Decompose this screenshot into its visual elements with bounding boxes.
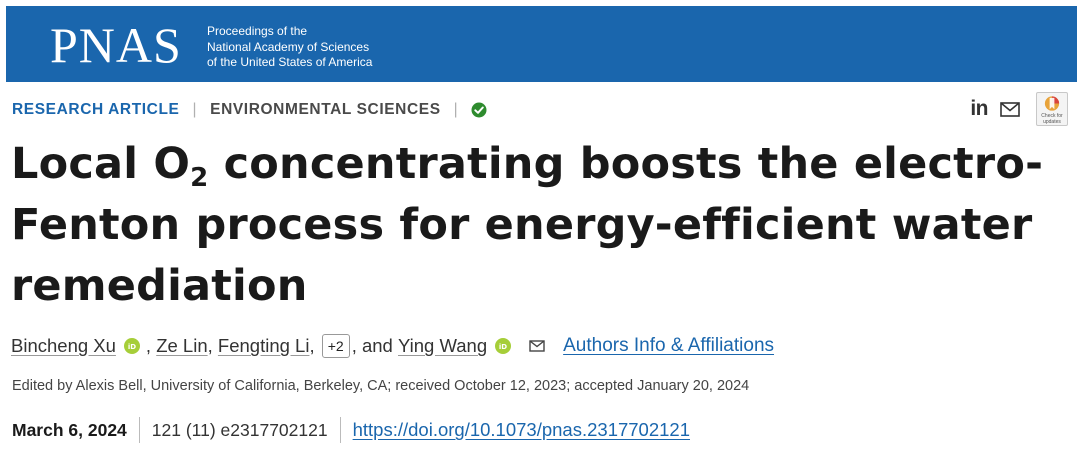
author-link[interactable]: Fengting Li <box>217 335 310 356</box>
pnas-logo[interactable]: PNAS <box>50 17 182 73</box>
author-link[interactable]: Bincheng Xu <box>11 335 116 356</box>
journal-tagline: Proceedings of the National Academy of S… <box>207 24 372 71</box>
share-toolbar: in Check for updates <box>970 92 1068 126</box>
author-link[interactable]: Ying Wang <box>398 335 488 356</box>
author-separator: , <box>207 335 213 356</box>
author-separator: , <box>145 335 152 356</box>
linkedin-icon[interactable]: in <box>970 97 988 120</box>
orcid-icon[interactable]: iD <box>123 338 140 354</box>
crossmark-icon[interactable]: Check for updates <box>1036 92 1068 126</box>
author-and: , and <box>351 335 393 356</box>
title-part-1: Local O <box>11 139 191 189</box>
author-list: Bincheng Xu iD , Ze Lin , Fengting Li , … <box>11 334 774 358</box>
meta-divider: | <box>192 101 198 118</box>
svg-text:iD: iD <box>499 343 507 351</box>
article-title: Local O2 concentrating boosts the electr… <box>11 134 1061 317</box>
citation-volume: 121 (11) e2317702121 <box>151 419 328 440</box>
crossmark-label: Check for updates <box>1041 113 1063 125</box>
tagline-line-3: of the United States of America <box>207 55 373 69</box>
tagline-line-2: National Academy of Sciences <box>207 39 370 54</box>
pub-divider <box>138 417 140 443</box>
authors-affiliations-link[interactable]: Authors Info & Affiliations <box>563 335 775 356</box>
author-separator: , <box>309 335 315 356</box>
meta-divider: | <box>453 101 459 118</box>
show-more-authors-button[interactable]: +2 <box>321 334 350 358</box>
svg-text:iD: iD <box>128 343 136 351</box>
mail-icon[interactable] <box>1000 101 1020 117</box>
envelope-icon[interactable] <box>529 340 545 352</box>
publication-date: March 6, 2024 <box>12 419 127 440</box>
title-subscript: 2 <box>190 163 209 193</box>
author-link[interactable]: Ze Lin <box>156 335 208 356</box>
publication-info-row: March 6, 2024 121 (11) e2317702121 https… <box>12 417 690 443</box>
article-meta-row: RESEARCH ARTICLE | ENVIRONMENTAL SCIENCE… <box>12 99 487 121</box>
subject-link[interactable]: ENVIRONMENTAL SCIENCES <box>210 101 441 118</box>
title-part-2: concentrating boosts the electro-Fenton … <box>11 139 1044 311</box>
editorial-history: Edited by Alexis Bell, University of Cal… <box>12 378 750 394</box>
pub-divider <box>339 417 341 443</box>
crossmark-badge-icon <box>1044 96 1060 111</box>
orcid-icon[interactable]: iD <box>495 338 512 354</box>
article-type-link[interactable]: RESEARCH ARTICLE <box>12 101 180 118</box>
doi-link[interactable]: https://doi.org/10.1073/pnas.2317702121 <box>352 419 690 440</box>
site-header: PNAS Proceedings of the National Academy… <box>6 6 1077 82</box>
tagline-line-1: Proceedings of the <box>207 24 308 38</box>
check-circle-icon <box>471 102 487 118</box>
